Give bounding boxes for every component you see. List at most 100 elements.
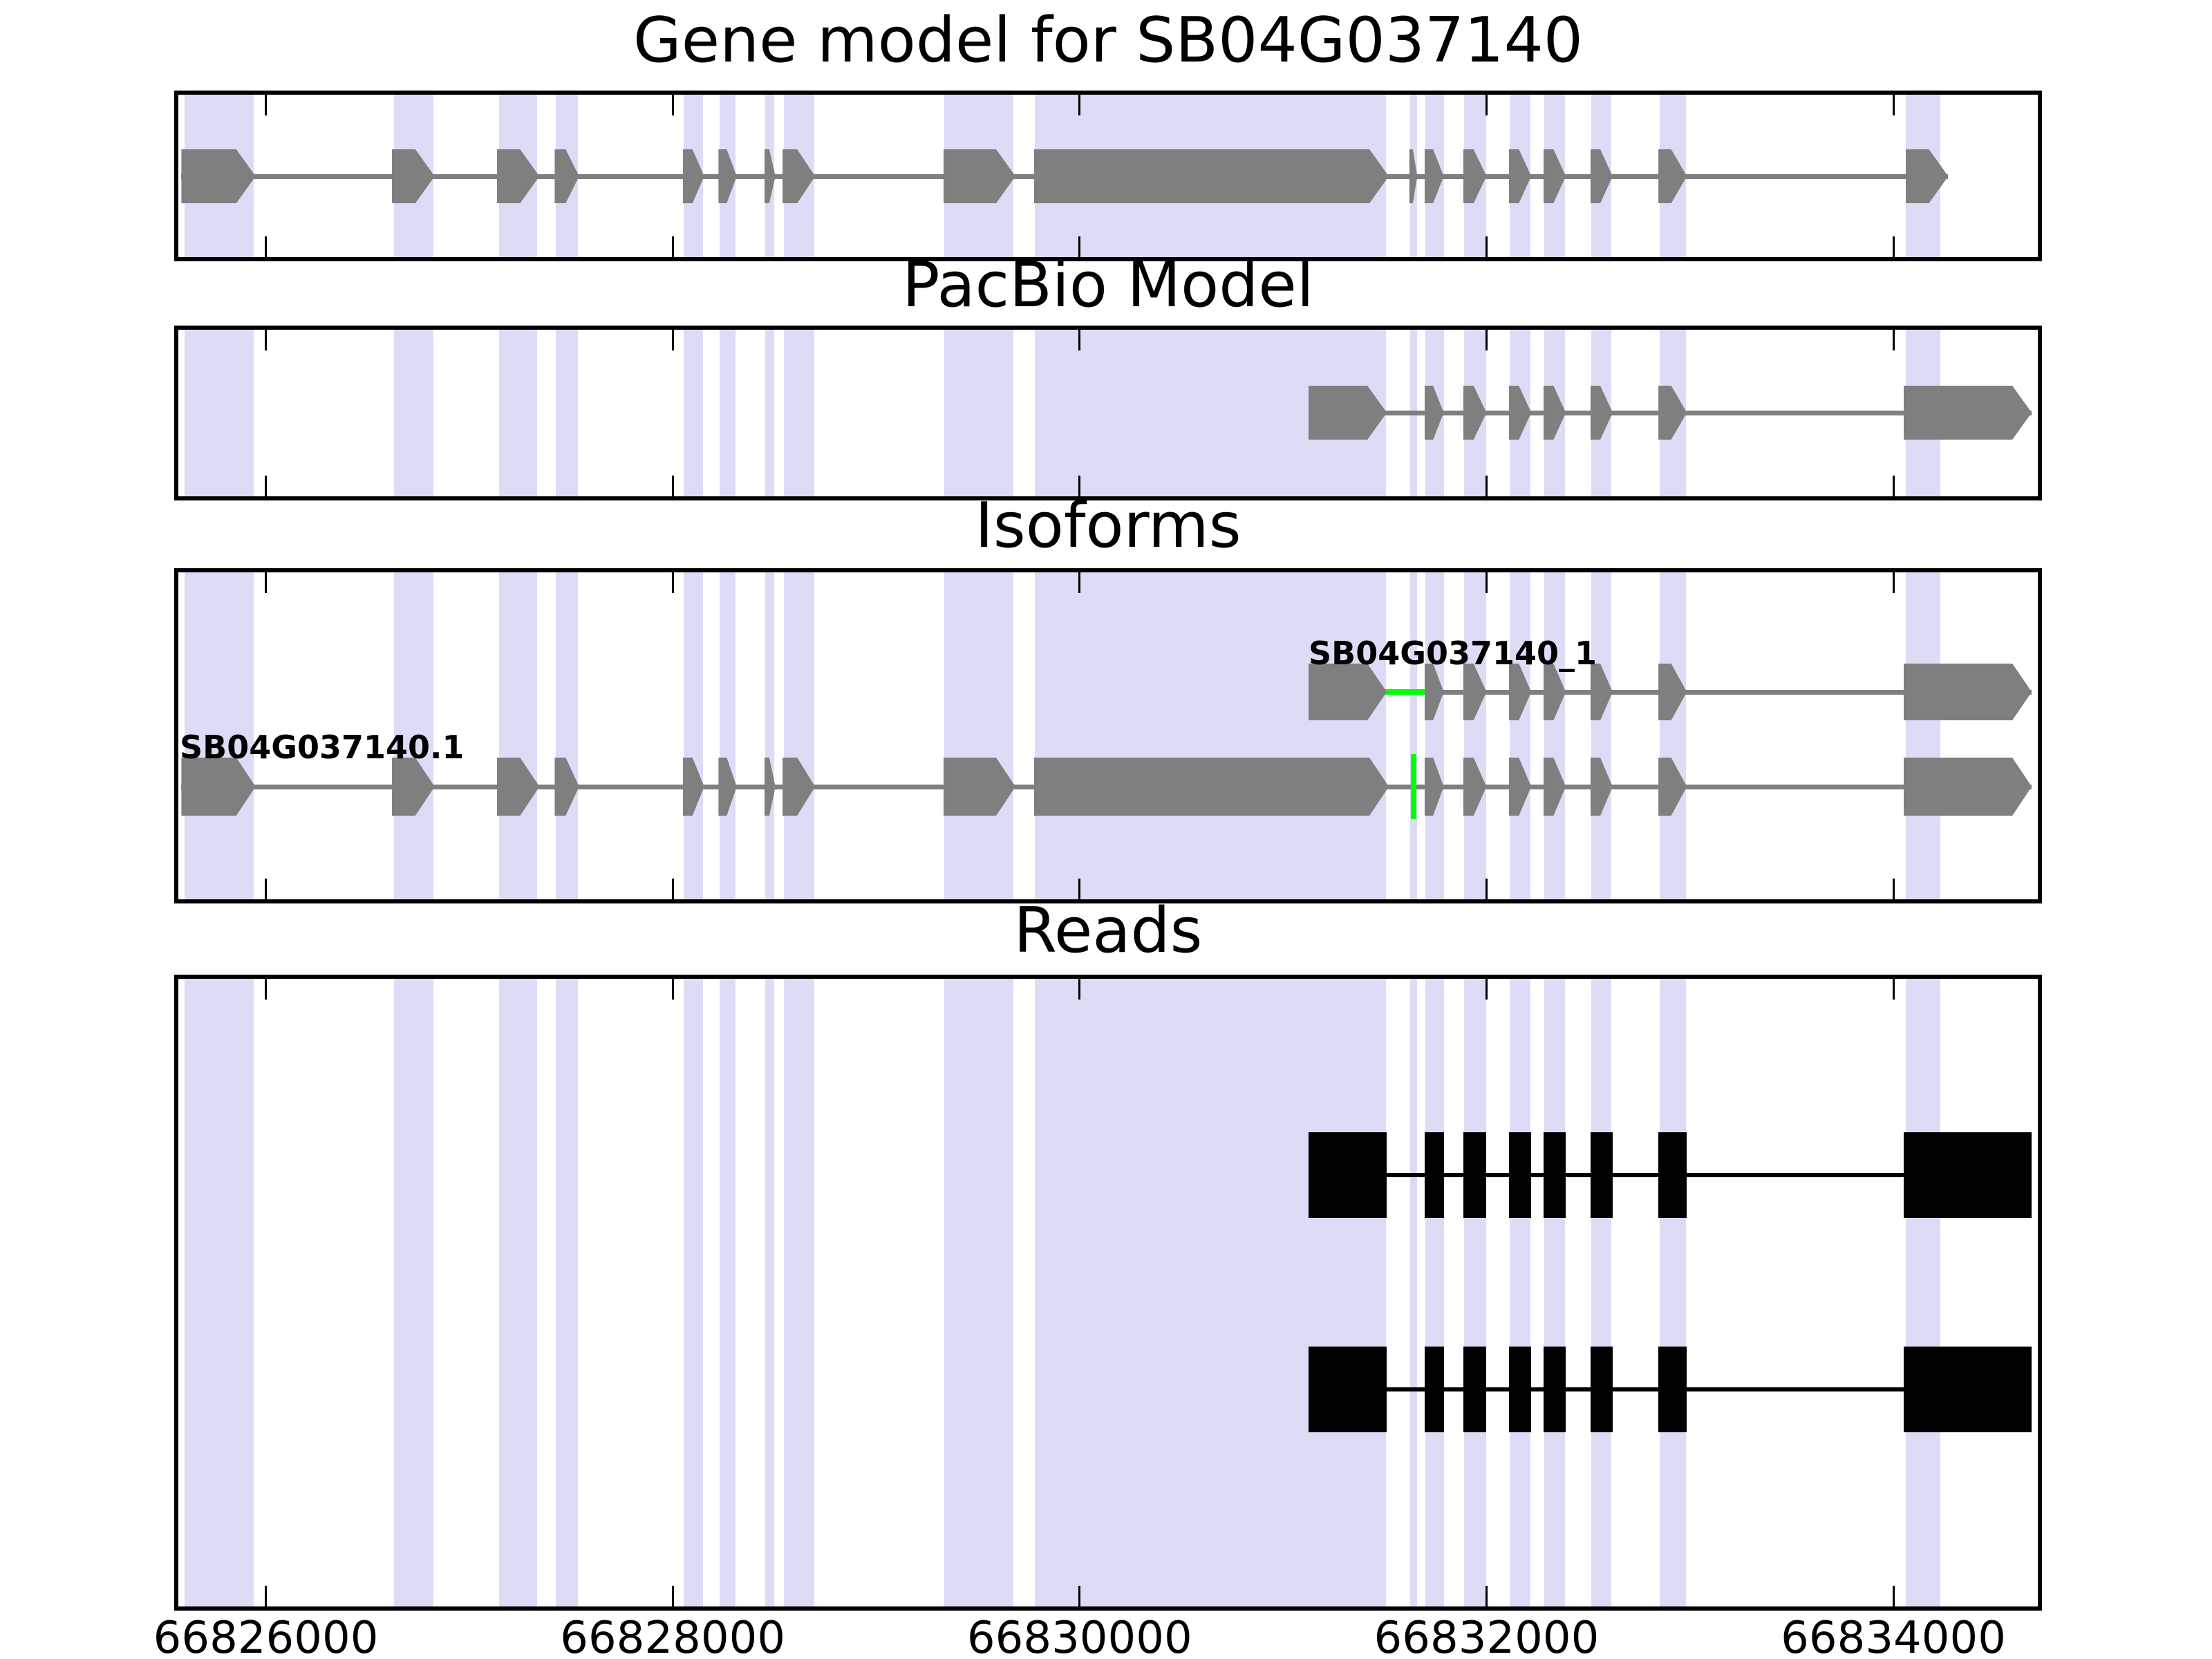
axis-tick-mark — [265, 330, 268, 350]
exon-highlight-band — [944, 330, 1014, 496]
read-exon-block — [1543, 1347, 1566, 1432]
exon-arrow — [1903, 758, 2032, 816]
panel-gene-model — [174, 91, 2042, 261]
exon-highlight-band — [1905, 572, 1940, 899]
axis-tick-mark — [671, 476, 674, 496]
figure-title: Gene model for SB04G037140 — [632, 4, 1584, 77]
exon-highlight-band — [684, 979, 704, 1606]
exon-highlight-band — [944, 572, 1014, 899]
x-tick-label: 66828000 — [560, 1613, 786, 1659]
exon-highlight-band — [944, 979, 1014, 1606]
read-exon-block — [1508, 1132, 1532, 1218]
exon-highlight-band — [719, 572, 736, 899]
axis-tick-mark — [265, 979, 268, 1000]
axis-tick-mark — [1485, 476, 1488, 496]
exon-highlight-band — [555, 572, 579, 899]
axis-tick-mark — [265, 879, 268, 899]
exon-arrow — [1033, 149, 1389, 203]
exon-highlight-band — [393, 979, 434, 1606]
axis-tick-mark — [671, 1586, 674, 1606]
exon-highlight-band — [555, 330, 579, 496]
exon-highlight-band — [1410, 979, 1418, 1606]
exon-highlight-band — [1591, 572, 1612, 899]
axis-tick-mark — [671, 95, 674, 115]
axis-tick-mark — [1892, 476, 1895, 496]
exon-highlight-band — [783, 572, 814, 899]
axis-tick-mark — [1485, 1586, 1488, 1606]
read-exon-block — [1463, 1347, 1487, 1432]
axis-tick-mark — [1892, 330, 1895, 350]
exon-highlight-band — [1510, 979, 1530, 1606]
exon-highlight-band — [719, 979, 736, 1606]
exon-highlight-band — [1544, 572, 1565, 899]
exon-highlight-band — [184, 979, 254, 1606]
exon-highlight-band — [498, 979, 538, 1606]
x-tick-label: 66834000 — [1781, 1613, 2006, 1659]
axis-tick-mark — [1892, 236, 1895, 257]
axis-tick-mark — [265, 236, 268, 257]
read-exon-block — [1658, 1347, 1687, 1432]
axis-tick-mark — [1485, 979, 1488, 1000]
read-exon-block — [1903, 1132, 2032, 1218]
axis-tick-mark — [1485, 95, 1488, 115]
read-exon-block — [1543, 1132, 1566, 1218]
axis-tick-mark — [671, 236, 674, 257]
axis-tick-mark — [1485, 572, 1488, 593]
read-exon-block — [1590, 1347, 1613, 1432]
exon-arrow — [1308, 664, 1387, 720]
axis-tick-mark — [1485, 879, 1488, 899]
x-tick-label: 66826000 — [153, 1613, 379, 1659]
exon-highlight-band — [1905, 979, 1940, 1606]
exon-highlight-band — [498, 572, 538, 899]
exon-highlight-band — [1544, 979, 1565, 1606]
isoform-label-pacbio: SB04G037140_1 — [1309, 635, 1597, 672]
exon-highlight-band — [1035, 979, 1386, 1606]
panel-title-pacbio-model: PacBio Model — [902, 249, 1314, 321]
read-exon-block — [1308, 1132, 1387, 1218]
exon-highlight-band — [184, 572, 254, 899]
axis-tick-mark — [1892, 879, 1895, 899]
exon-arrow — [1905, 149, 1949, 203]
exon-arrow — [1903, 664, 2032, 720]
axis-tick-mark — [1078, 572, 1081, 593]
exon-arrow — [1409, 149, 1418, 203]
exon-highlight-band — [1659, 572, 1686, 899]
panel-reads — [174, 975, 2042, 1611]
axis-tick-mark — [1485, 236, 1488, 257]
isoform-label-reference: SB04G037140.1 — [180, 729, 465, 766]
exon-highlight-band — [393, 330, 434, 496]
read-exon-block — [1658, 1132, 1687, 1218]
exon-highlight-band — [684, 330, 704, 496]
exon-highlight-band — [1510, 572, 1530, 899]
exon-highlight-band — [1659, 979, 1686, 1606]
exon-highlight-band — [783, 979, 814, 1606]
axis-tick-mark — [671, 330, 674, 350]
exon-highlight-band — [1035, 572, 1386, 899]
exon-arrow — [1308, 386, 1387, 440]
axis-tick-mark — [1078, 236, 1081, 257]
read-exon-block — [1903, 1347, 2032, 1432]
axis-tick-mark — [1078, 1586, 1081, 1606]
axis-tick-mark — [1078, 476, 1081, 496]
axis-tick-mark — [1078, 879, 1081, 899]
read-exon-block — [1308, 1347, 1387, 1432]
exon-highlight-band — [393, 572, 434, 899]
axis-tick-mark — [671, 879, 674, 899]
exon-highlight-band — [765, 330, 775, 496]
exon-highlight-band — [1464, 572, 1487, 899]
axis-tick-mark — [265, 476, 268, 496]
panel-isoforms — [174, 568, 2042, 903]
panel-title-reads: Reads — [1013, 894, 1203, 967]
exon-highlight-band — [719, 330, 736, 496]
axis-tick-mark — [265, 1586, 268, 1606]
exon-highlight-band — [684, 572, 704, 899]
exon-arrow — [1033, 758, 1389, 816]
x-tick-label: 66830000 — [966, 1613, 1192, 1659]
axis-tick-mark — [265, 95, 268, 115]
green-exon-marker — [1410, 754, 1417, 819]
exon-highlight-band — [1425, 979, 1444, 1606]
axis-tick-mark — [671, 979, 674, 1000]
axis-tick-mark — [1078, 330, 1081, 350]
exon-highlight-band — [1425, 572, 1444, 899]
